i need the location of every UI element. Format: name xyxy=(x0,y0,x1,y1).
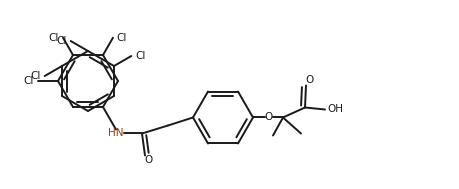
Text: Cl: Cl xyxy=(30,71,41,81)
Text: HN: HN xyxy=(108,129,123,139)
Text: Cl: Cl xyxy=(49,33,59,43)
Text: O: O xyxy=(264,112,273,122)
Text: Cl: Cl xyxy=(117,33,127,43)
Text: Cl: Cl xyxy=(56,36,67,46)
Text: OH: OH xyxy=(326,105,342,115)
Text: Cl: Cl xyxy=(135,51,145,61)
Text: O: O xyxy=(305,75,313,85)
Text: Cl: Cl xyxy=(24,76,34,86)
Text: O: O xyxy=(145,156,153,166)
